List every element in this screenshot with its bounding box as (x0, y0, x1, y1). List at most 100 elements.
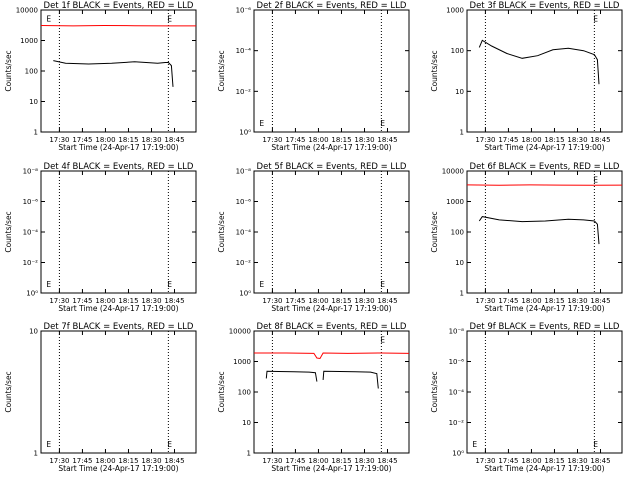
x-axis-label: Start Time (24-Apr-17 17:19:00) (484, 304, 604, 313)
x-tick-label: 18:15 (118, 457, 138, 465)
x-tick-label: 17:45 (285, 457, 305, 465)
detector-panel-2: Det 2f BLACK = Events, RED = LLD 10⁰ 10⁻² 1… (217, 1, 410, 152)
event-rate-line (478, 39, 600, 85)
y-tick-label: 10⁻⁶ (236, 198, 252, 206)
x-axis-label: Start Time (24-Apr-17 17:19:00) (484, 464, 604, 473)
x-tick-label: 17:45 (72, 136, 92, 144)
x-tick-label: 17:45 (498, 297, 518, 305)
x-tick-label: 17:30 (262, 136, 282, 144)
y-tick-label: 10 (242, 419, 251, 427)
event-rate-line (53, 60, 174, 87)
x-tick-label: 18:30 (141, 297, 161, 305)
x-tick-label: 18:30 (354, 136, 374, 144)
x-tick-label: 18:15 (331, 457, 351, 465)
y-axis-label: Counts/sec (217, 371, 226, 412)
panel-title: Det 3f BLACK = Events, RED = LLD (470, 1, 620, 11)
plot-frame (466, 9, 623, 133)
x-tick-label: 18:15 (331, 297, 351, 305)
y-tick-label: 10⁻² (236, 88, 252, 96)
y-tick-label: 1000 (233, 358, 251, 366)
x-tick-label: 17:30 (475, 136, 495, 144)
event-marker-e: E (472, 440, 477, 449)
x-tick-label: 18:45 (377, 457, 397, 465)
y-tick-label: 10⁻⁴ (236, 229, 252, 237)
y-tick-label: 10000 (442, 168, 464, 176)
x-tick-label: 18:15 (544, 136, 564, 144)
x-tick-label: 18:00 (308, 136, 328, 144)
x-axis-label: Start Time (24-Apr-17 17:19:00) (271, 464, 391, 473)
y-tick-label: 10⁻⁴ (236, 47, 252, 55)
y-axis-label: Counts/sec (217, 211, 226, 252)
y-tick-label: 10⁻² (449, 419, 465, 427)
detector-panel-4: Det 4f BLACK = Events, RED = LLD 10⁰ 10⁻² 1… (4, 162, 197, 313)
x-tick-label: 18:00 (521, 457, 541, 465)
y-tick-label: 100 (238, 389, 251, 397)
plot-frame (40, 330, 197, 454)
y-tick-label: 10⁻² (23, 259, 39, 267)
x-tick-label: 17:30 (49, 297, 69, 305)
x-axis-label: Start Time (24-Apr-17 17:19:00) (484, 143, 604, 152)
x-tick-label: 18:15 (331, 136, 351, 144)
x-axis-label: Start Time (24-Apr-17 17:19:00) (58, 143, 178, 152)
plot-frame (40, 9, 197, 133)
event-marker-e: E (593, 175, 598, 184)
event-rate-line (478, 216, 600, 245)
x-tick-label: 18:45 (377, 136, 397, 144)
panel-title: Det 8f BLACK = Events, RED = LLD (257, 322, 407, 332)
x-tick-label: 18:00 (308, 457, 328, 465)
y-tick-label: 1 (247, 450, 251, 458)
y-axis-label: Counts/sec (430, 211, 439, 252)
x-tick-label: 17:45 (72, 457, 92, 465)
panel-title: Det 1f BLACK = Events, RED = LLD (44, 1, 194, 11)
lld-rate-line (254, 352, 410, 360)
event-marker-e: E (167, 440, 172, 449)
x-tick-label: 17:30 (49, 136, 69, 144)
y-tick-label: 1 (460, 290, 464, 298)
y-tick-label: 10⁻⁴ (449, 389, 465, 397)
detector-panel-5: Det 5f BLACK = Events, RED = LLD 10⁰ 10⁻² 1… (217, 162, 410, 313)
y-tick-label: 1 (34, 129, 38, 137)
y-tick-label: 10⁻⁶ (23, 198, 39, 206)
panel-title: Det 9f BLACK = Events, RED = LLD (470, 322, 620, 332)
y-tick-label: 100 (451, 229, 464, 237)
x-tick-label: 17:30 (475, 457, 495, 465)
event-marker-e: E (46, 280, 51, 289)
event-rate-line (322, 370, 379, 389)
y-tick-label: 10⁻⁶ (449, 358, 465, 366)
x-tick-label: 17:45 (285, 136, 305, 144)
event-marker-e: E (259, 119, 264, 128)
panel-title: Det 7f BLACK = Events, RED = LLD (44, 322, 194, 332)
y-tick-label: 10⁰ (239, 129, 251, 137)
event-marker-e: E (380, 335, 385, 344)
y-tick-label: 10⁰ (239, 290, 251, 298)
plot-frame (466, 330, 623, 454)
y-tick-label: 100 (25, 68, 38, 76)
y-tick-label: 10 (29, 328, 38, 336)
x-tick-label: 18:45 (590, 136, 610, 144)
x-tick-label: 18:30 (354, 297, 374, 305)
x-tick-label: 17:30 (49, 457, 69, 465)
y-tick-label: 10⁻⁸ (236, 168, 252, 176)
x-axis-label: Start Time (24-Apr-17 17:19:00) (58, 464, 178, 473)
y-tick-label: 1000 (20, 37, 38, 45)
event-marker-e: E (593, 14, 598, 23)
detector-panel-9: Det 9f BLACK = Events, RED = LLD 10⁰ 10⁻² 1… (430, 322, 623, 473)
x-tick-label: 18:00 (95, 457, 115, 465)
y-tick-label: 10 (29, 98, 38, 106)
y-axis-label: Counts/sec (4, 211, 13, 252)
event-marker-e: E (167, 280, 172, 289)
x-tick-label: 18:30 (567, 457, 587, 465)
y-tick-label: 10⁻⁸ (449, 328, 465, 336)
y-tick-label: 10000 (229, 328, 251, 336)
y-axis-label: Counts/sec (430, 50, 439, 91)
x-tick-label: 18:30 (141, 457, 161, 465)
x-tick-label: 18:30 (354, 457, 374, 465)
y-axis-label: Counts/sec (217, 50, 226, 91)
x-tick-label: 17:30 (475, 297, 495, 305)
event-rate-line (265, 370, 318, 382)
event-marker-e: E (380, 280, 385, 289)
y-axis-label: Counts/sec (4, 371, 13, 412)
plot-frame (253, 9, 410, 133)
x-tick-label: 17:45 (72, 297, 92, 305)
